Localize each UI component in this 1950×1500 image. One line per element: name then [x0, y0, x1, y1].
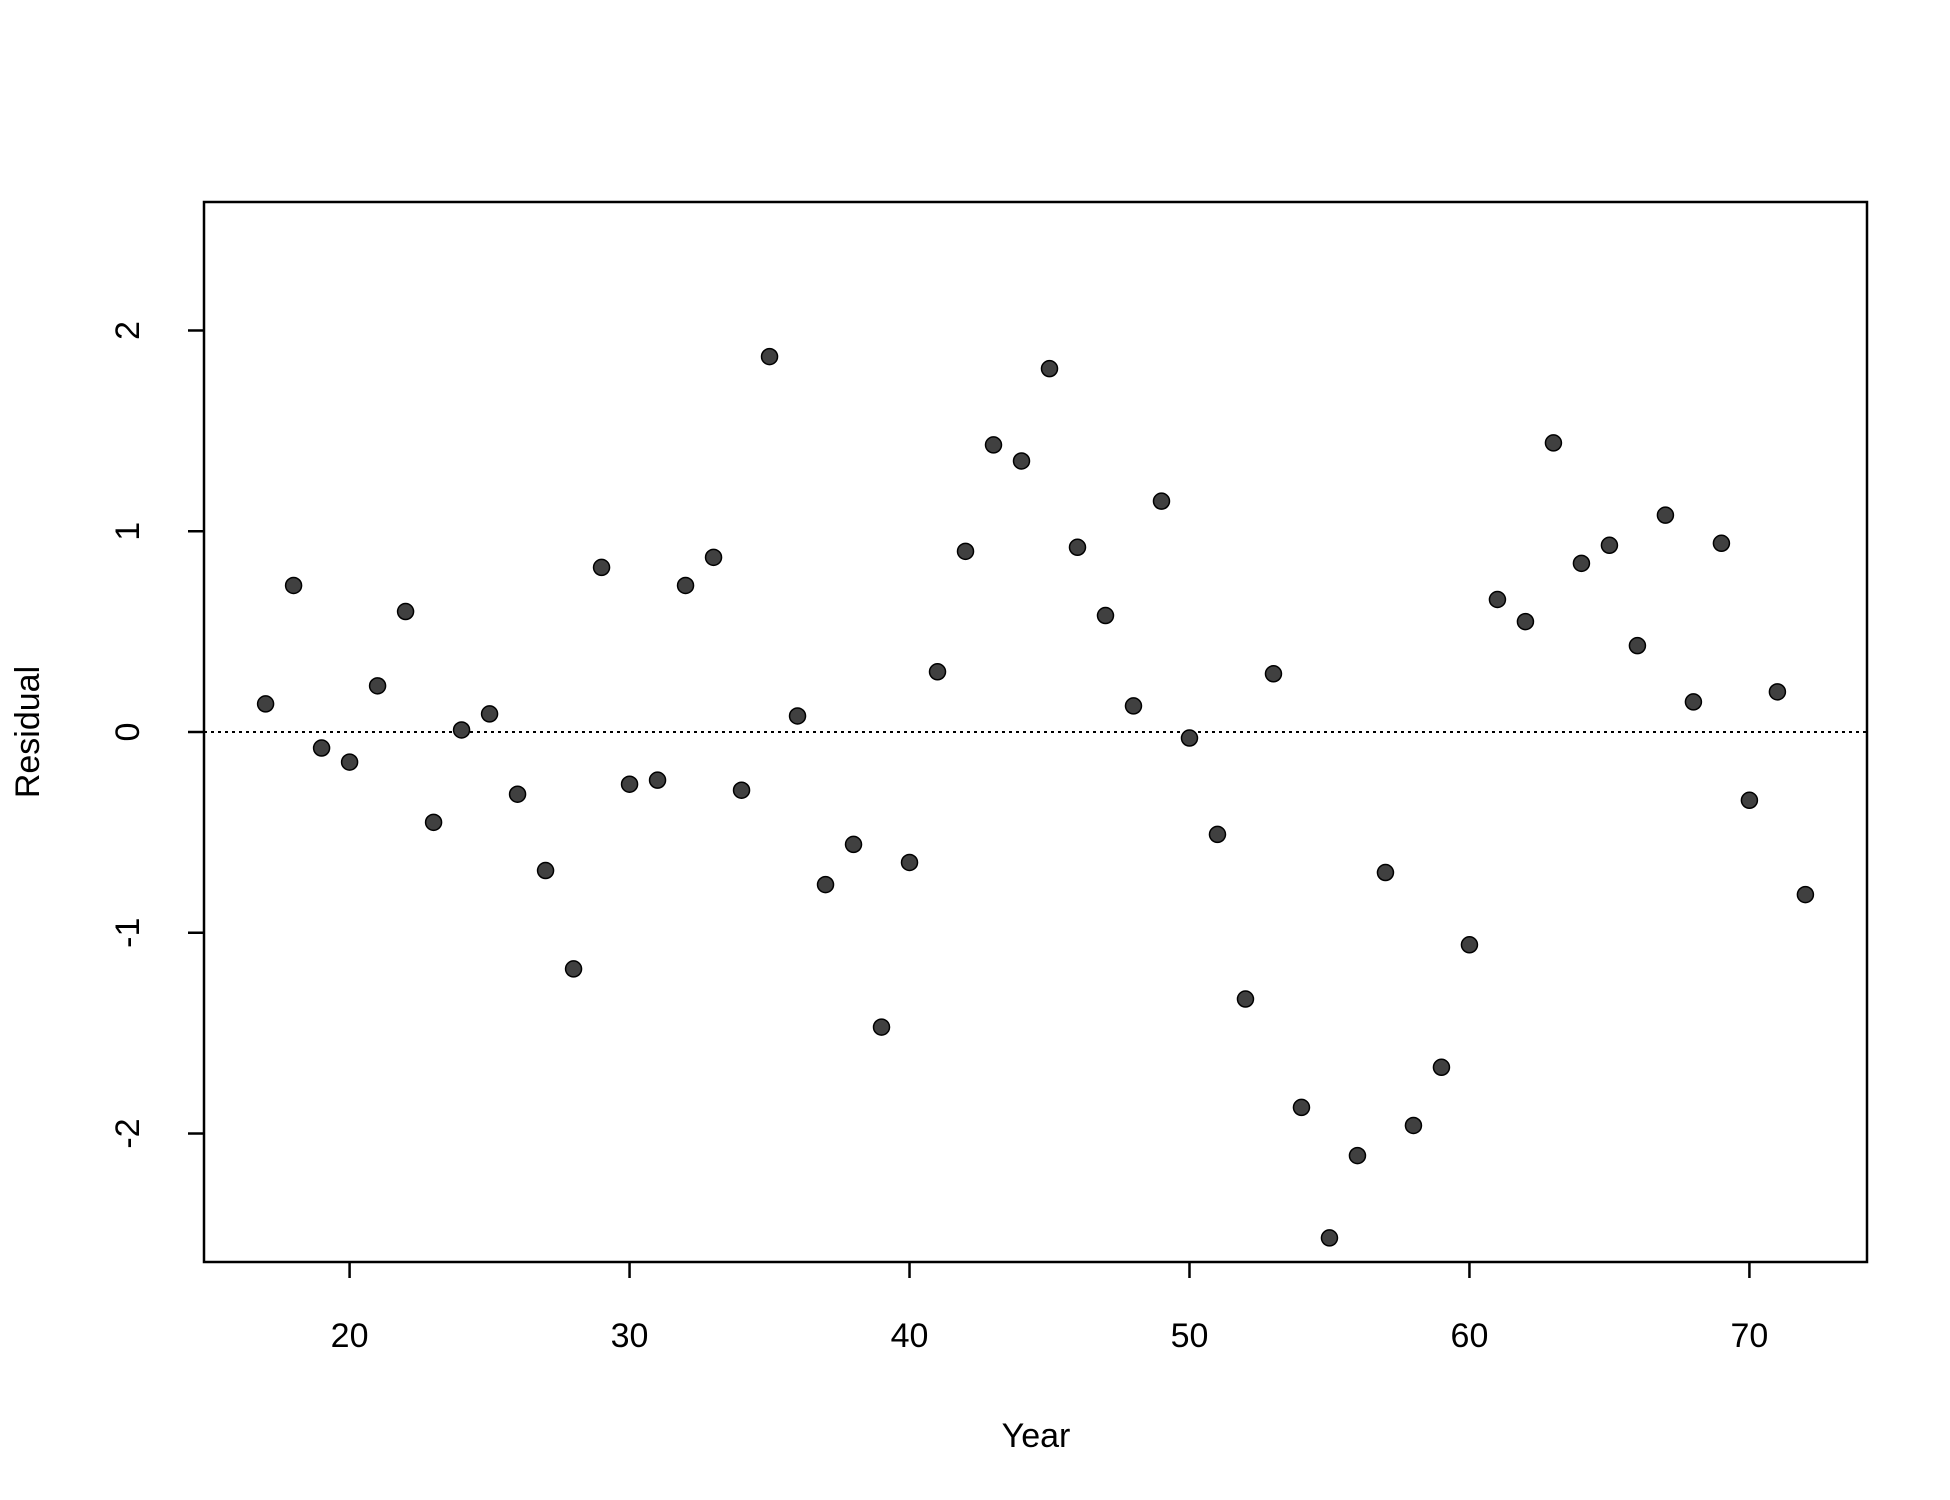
point [1516, 612, 1535, 631]
point [872, 1018, 891, 1036]
y-tick-label: 0 [109, 723, 147, 742]
point [1012, 452, 1031, 470]
point [1684, 693, 1703, 711]
x-tick-label: 60 [1451, 1317, 1489, 1355]
x-tick-label: 20 [331, 1317, 369, 1355]
point [312, 739, 331, 757]
y-tick-label: 1 [109, 522, 147, 541]
point [564, 960, 583, 978]
point [284, 576, 303, 595]
point [1628, 636, 1647, 655]
point [536, 861, 555, 880]
point [396, 602, 415, 621]
point [1376, 863, 1395, 882]
point [1740, 791, 1759, 810]
point [1152, 492, 1171, 510]
y-tick-label: 2 [109, 321, 147, 340]
point [1656, 506, 1675, 524]
point [620, 775, 639, 793]
point [368, 677, 387, 695]
point [1320, 1229, 1339, 1247]
point [1600, 536, 1619, 555]
point [1544, 434, 1563, 452]
point [340, 753, 359, 771]
point [1432, 1058, 1451, 1077]
point [1404, 1116, 1423, 1135]
point [1292, 1098, 1311, 1117]
point [480, 705, 499, 723]
y-tick-label: -1 [109, 918, 147, 948]
point [676, 576, 695, 595]
point [816, 875, 835, 894]
point [256, 695, 275, 713]
point [928, 663, 947, 681]
point [704, 548, 723, 567]
point [1040, 359, 1059, 378]
point [732, 781, 751, 799]
x-tick-label: 30 [611, 1317, 649, 1355]
point [956, 542, 975, 561]
point [1096, 606, 1115, 625]
point [452, 721, 471, 739]
x-tick-label: 70 [1731, 1317, 1769, 1355]
point [424, 813, 443, 832]
point [1208, 825, 1227, 844]
point [1712, 534, 1731, 553]
point [1572, 554, 1591, 573]
y-tick-label: -2 [109, 1118, 147, 1148]
point [592, 558, 611, 577]
x-axis-label: Year [1002, 1417, 1071, 1455]
point [1124, 697, 1143, 715]
point [788, 707, 807, 725]
point [1488, 590, 1507, 609]
point [984, 436, 1003, 454]
point [900, 853, 919, 872]
x-tick-label: 50 [1171, 1317, 1209, 1355]
point [1236, 990, 1255, 1008]
point [1068, 538, 1087, 557]
point [1348, 1146, 1367, 1165]
point [1264, 665, 1283, 683]
point [760, 347, 779, 366]
point [1180, 729, 1199, 747]
point [508, 785, 527, 803]
point [844, 835, 863, 854]
point [1768, 683, 1787, 701]
point [1796, 885, 1815, 904]
point [648, 771, 667, 789]
point [1460, 936, 1479, 954]
x-tick-label: 40 [891, 1317, 929, 1355]
y-axis-label: Residual [9, 666, 47, 798]
